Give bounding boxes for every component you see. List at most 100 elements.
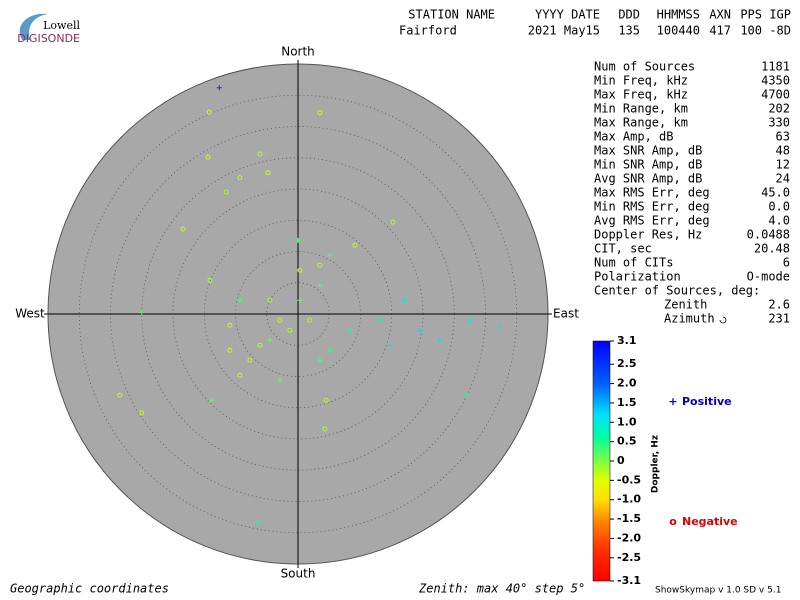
source-positive [377, 317, 383, 323]
stat-label: CIT, sec [594, 242, 652, 256]
stat-label: Min Freq, kHz [594, 74, 688, 88]
stat-label: Max SNR Amp, dB [594, 144, 702, 158]
colorbar-tick-label: -0.5 [617, 473, 641, 486]
colorbar-tick-label: 2.0 [617, 377, 637, 390]
stat-label: Doppler Res, Hz [594, 228, 702, 242]
source-negative [277, 317, 283, 323]
source-positive [464, 392, 470, 398]
source-negative [323, 397, 329, 403]
stat-value: 24 [776, 172, 790, 186]
direction-label: West [15, 307, 45, 321]
header-label: STATION NAME [408, 8, 495, 22]
stat-label: Max Range, km [594, 116, 688, 130]
stat-label: Max RMS Err, deg [594, 186, 710, 200]
source-negative [307, 317, 313, 323]
stat-label: Min SNR Amp, dB [594, 158, 702, 172]
source-negative [223, 189, 229, 195]
stat-label: Max Freq, kHz [594, 88, 688, 102]
logo-bottom: DIGISONDE [17, 32, 80, 45]
source-positive [417, 327, 423, 333]
source-positive [317, 357, 323, 363]
azimuth-arrow [719, 316, 727, 324]
stat-label: Min RMS Err, deg [594, 200, 710, 214]
header-value: -8D [769, 24, 791, 38]
source-positive [327, 252, 333, 258]
source-positive [467, 317, 473, 323]
stat-value: 45.0 [761, 186, 790, 200]
colorbar-tick-label: -3.1 [617, 574, 641, 587]
header-label: PPS [740, 8, 762, 22]
header-label: IGP [769, 8, 791, 22]
header-value: Fairford [399, 24, 457, 38]
source-negative [317, 110, 323, 116]
footer-zenith: Zenith: max 40° step 5° [418, 582, 585, 596]
source-negative [117, 392, 123, 398]
stat-value: 202 [768, 102, 790, 116]
source-negative [237, 175, 243, 181]
source-negative [322, 426, 328, 432]
legend-label: Negative [682, 515, 738, 528]
source-negative [297, 267, 303, 273]
source-positive [139, 310, 145, 316]
source-positive [327, 347, 333, 353]
colorbar-tick-label: -1.0 [617, 493, 641, 506]
source-negative [287, 327, 293, 333]
colorbar-tick-label: 1.0 [617, 415, 637, 428]
source-positive [255, 519, 261, 525]
source-positive [497, 323, 503, 329]
source-positive [267, 337, 273, 343]
center-label: Zenith [664, 298, 707, 312]
stat-value: 48 [776, 144, 790, 158]
header-label: YYYY DATE [535, 8, 600, 22]
header-label: HHMMSS [657, 8, 700, 22]
source-positive [277, 377, 283, 383]
source-positive [216, 85, 222, 91]
source-positive [387, 342, 393, 348]
source-positive [347, 327, 353, 333]
stat-label: Min Range, km [594, 102, 688, 116]
stat-value: 0.0488 [747, 228, 790, 242]
colorbar-label: Doppler, Hz [651, 435, 661, 493]
source-negative [265, 170, 271, 176]
legend-marker: o [669, 515, 677, 528]
source-negative [257, 151, 263, 157]
source-negative [207, 277, 213, 283]
colorbar-tick-label: -2.5 [617, 551, 641, 564]
legend-label: Positive [682, 395, 732, 408]
center-label: Azimuth [664, 312, 715, 326]
source-negative [247, 357, 253, 363]
header-value: 100440 [657, 24, 700, 38]
source-negative [390, 219, 396, 225]
source-negative [237, 372, 243, 378]
colorbar-tick-label: 0 [617, 454, 625, 467]
direction-label: South [281, 567, 316, 581]
source-negative [205, 154, 211, 160]
source-positive [437, 337, 443, 343]
source-positive [297, 297, 303, 303]
stat-value: 4.0 [768, 214, 790, 228]
stat-label: Max Amp, dB [594, 130, 673, 144]
colorbar-tick-label: -1.5 [617, 512, 641, 525]
source-positive [295, 237, 301, 243]
stat-value: 20.48 [754, 242, 790, 256]
direction-label: East [553, 307, 579, 321]
source-negative [352, 242, 358, 248]
source-negative [206, 109, 212, 115]
source-negative [227, 347, 233, 353]
footer-coords: Geographic coordinates [10, 582, 169, 596]
source-positive [317, 282, 323, 288]
logo-swoosh [19, 13, 48, 40]
stat-value: 330 [768, 116, 790, 130]
stat-value: O-mode [747, 270, 790, 284]
stat-value: 6 [783, 256, 790, 270]
colorbar-tick-label: 1.5 [617, 396, 637, 409]
source-positive [237, 297, 243, 303]
header-value: 100 [740, 24, 762, 38]
stat-value: 1181 [761, 60, 790, 74]
logo-top: Lowell [43, 19, 80, 32]
colorbar-tick-label: 3.1 [617, 334, 637, 347]
source-negative [267, 297, 273, 303]
header-value: 135 [618, 24, 640, 38]
stat-value: 0.0 [768, 200, 790, 214]
